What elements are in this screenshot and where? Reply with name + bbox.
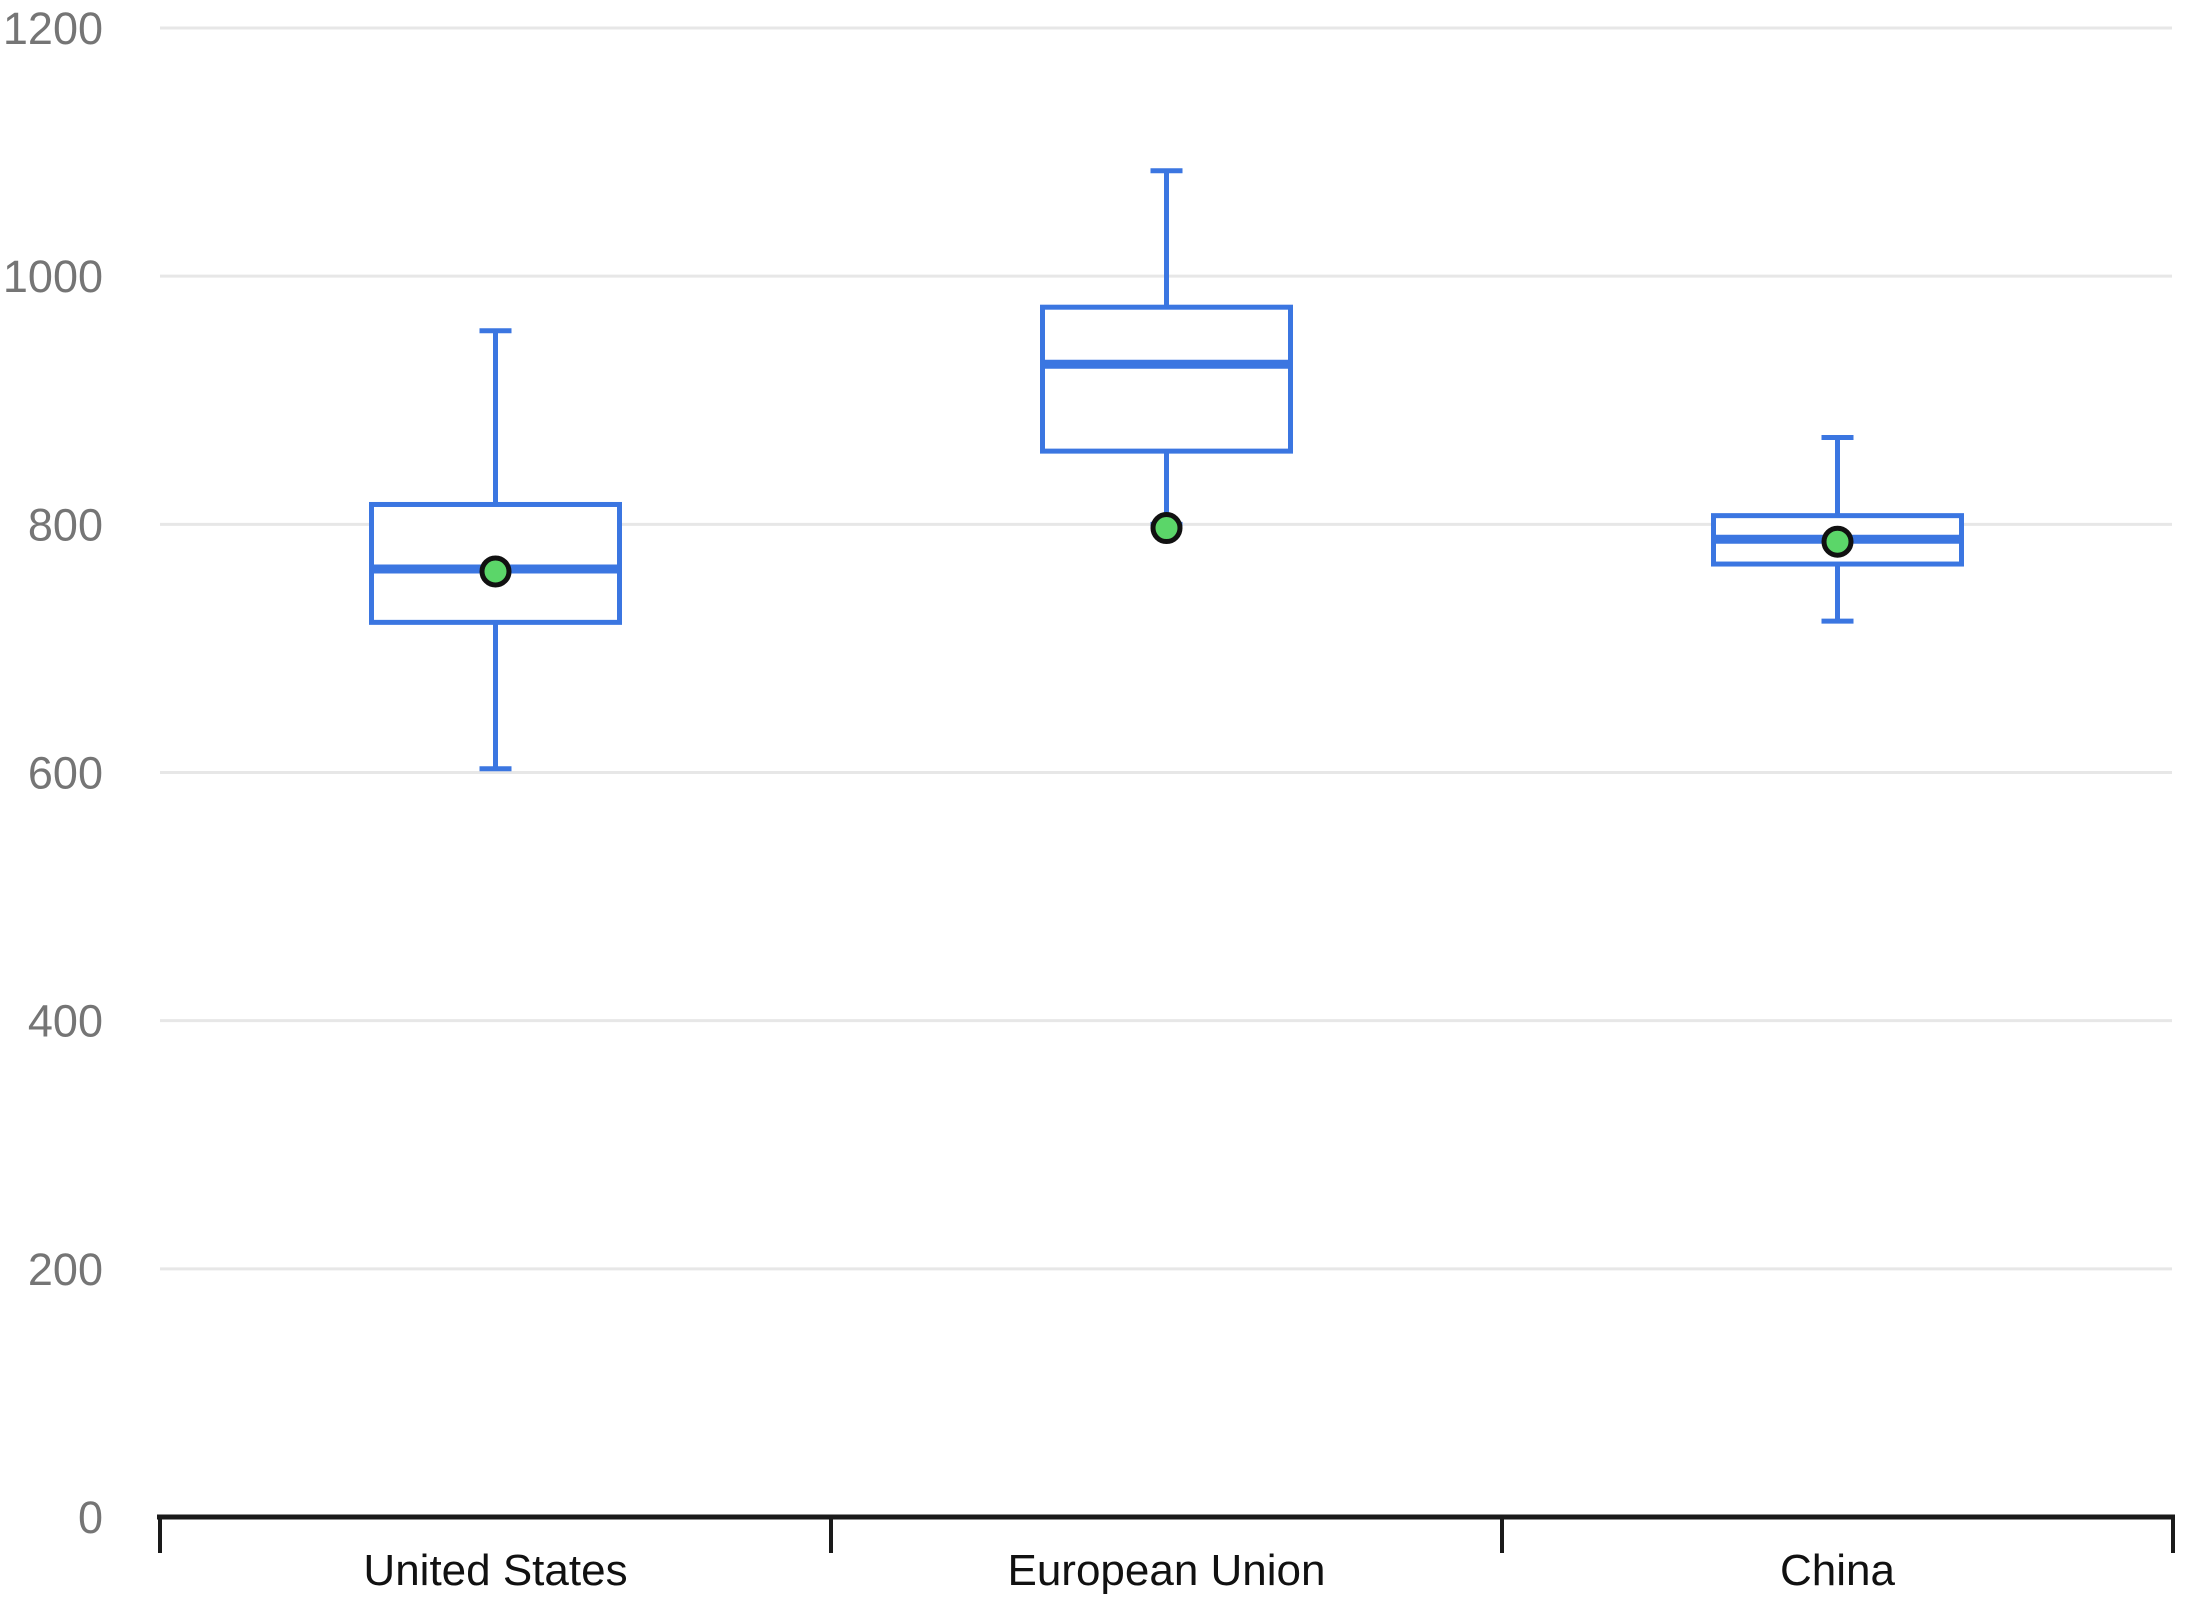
mean-marker-dot — [1821, 525, 1854, 558]
iqr-box — [1040, 304, 1293, 454]
mean-marker-dot — [1150, 512, 1183, 545]
y-tick-label-200: 200 — [28, 1244, 103, 1295]
y-tick-label-0: 0 — [78, 1492, 103, 1543]
y-tick-label-1200: 1200 — [3, 3, 103, 54]
x-category-label-european-union: European Union — [1007, 1546, 1325, 1595]
x-category-label-united-states: United States — [363, 1546, 627, 1595]
y-tick-label-800: 800 — [28, 499, 103, 550]
y-tick-label-600: 600 — [28, 748, 103, 799]
y-tick-label-400: 400 — [28, 996, 103, 1047]
y-tick-label-1000: 1000 — [3, 251, 103, 302]
mean-marker-dot — [479, 555, 512, 588]
x-category-label-china: China — [1780, 1546, 1895, 1595]
